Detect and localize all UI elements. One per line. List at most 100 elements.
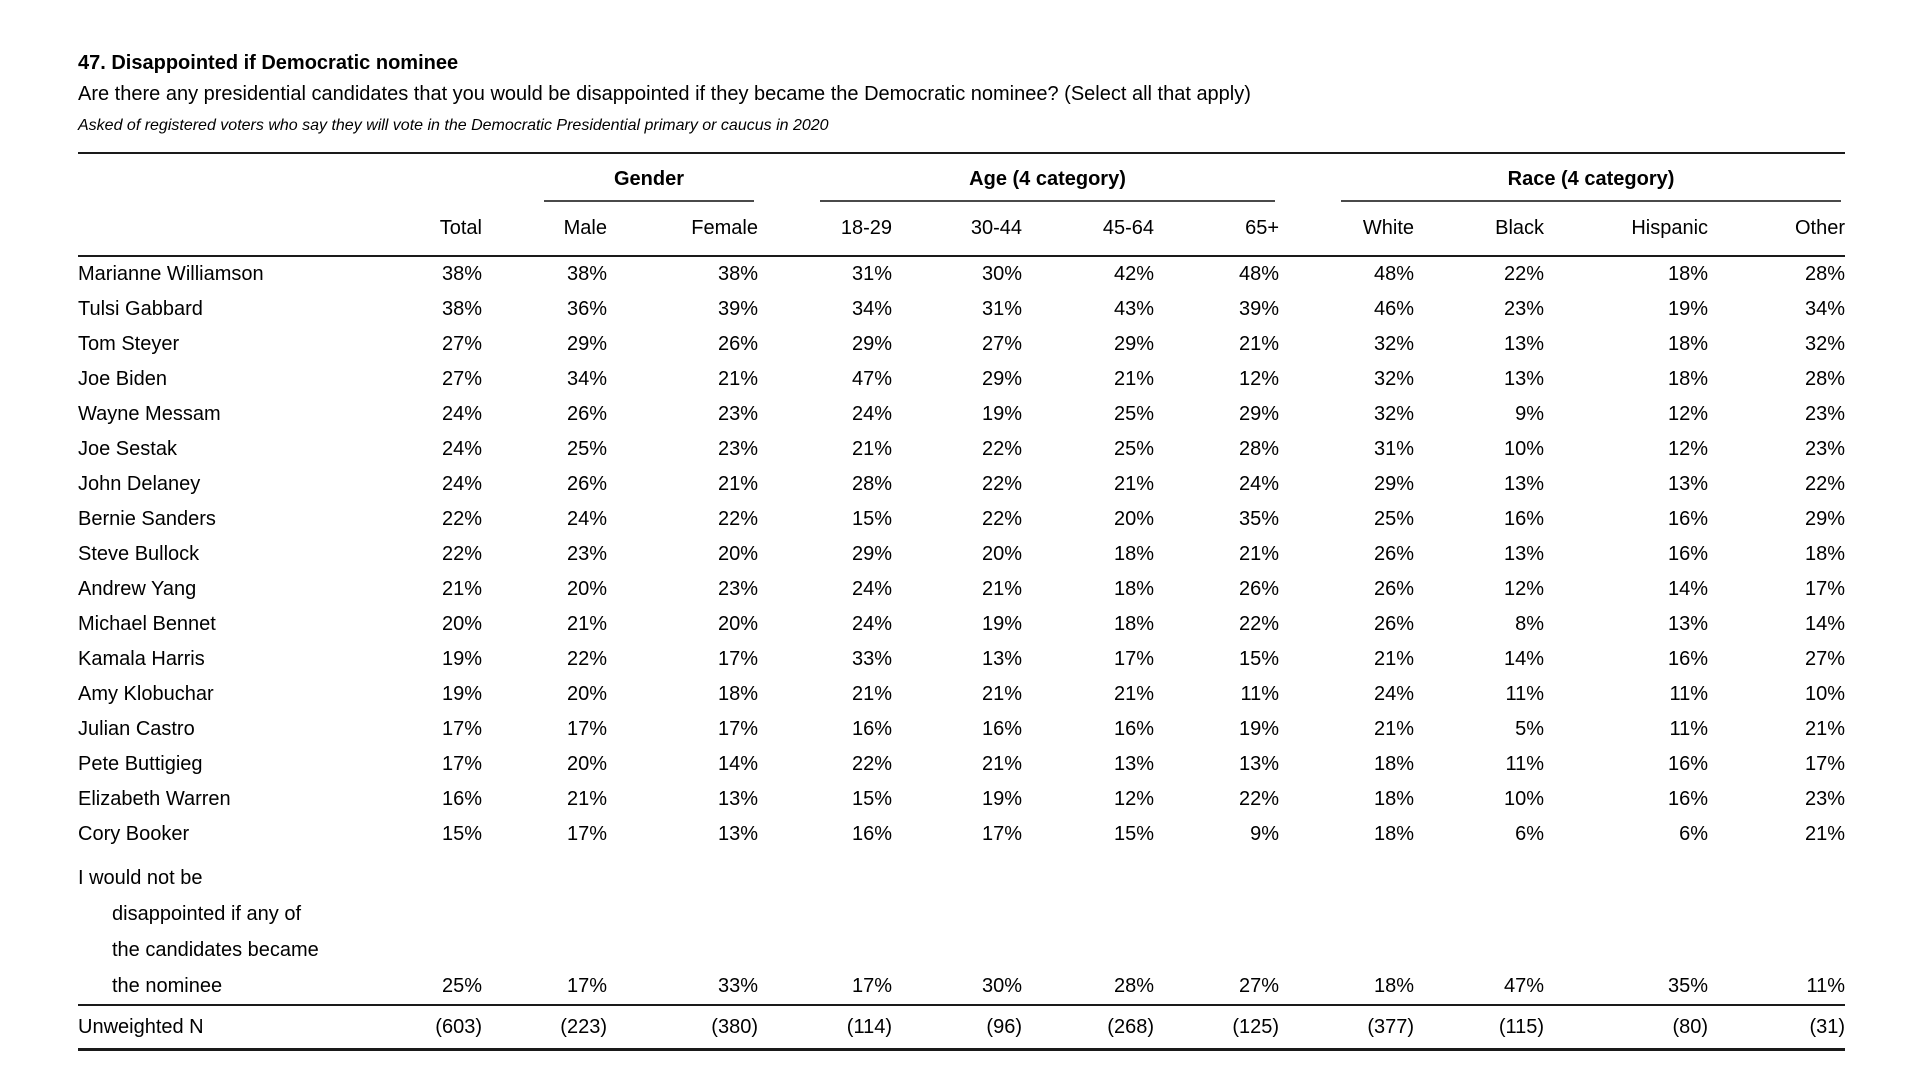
value-cell: 22% — [981, 508, 1022, 530]
value-cell: 22% — [717, 508, 758, 530]
value-cell: 27% — [1239, 975, 1280, 997]
value-cell: 28% — [1805, 368, 1846, 390]
column-group-label: Gender — [544, 168, 754, 202]
value-cell: 17% — [717, 648, 758, 670]
table-row-no-disappointment: I would not be disappointed if any of th… — [78, 852, 1845, 1005]
value-cell: 29% — [981, 368, 1022, 390]
value-cell: 24% — [1239, 473, 1280, 495]
value-cell: 22% — [1504, 263, 1545, 285]
value-cell: 11% — [1806, 975, 1846, 997]
value-cell: 25% — [1113, 438, 1154, 460]
value-cell: 17% — [1113, 648, 1154, 670]
value-cell: 12% — [1668, 403, 1709, 425]
group-header-row: Gender Age (4 category) Race (4 category) — [78, 153, 1845, 202]
value-cell: 23% — [717, 578, 758, 600]
table-row: Pete Buttigieg 17% 20% 14% 22% 21% 13% 13% 18% 11… — [78, 747, 1845, 782]
footer-value-cell: (31) — [1708, 1004, 1846, 1051]
footer-value-cell: (80) — [1544, 1004, 1709, 1051]
column-header: 65+ — [1154, 202, 1280, 257]
footer-value-cell: (268) — [1022, 1004, 1154, 1051]
row-label: Pete Buttigieg — [78, 753, 203, 775]
value-cell: 26% — [1374, 543, 1415, 565]
value-cell: 35% — [1668, 975, 1709, 997]
value-cell: 48% — [1239, 263, 1280, 285]
value-cell: 18% — [1113, 613, 1154, 635]
value-cell: 5% — [1515, 718, 1545, 740]
value-cell: 17% — [566, 975, 607, 997]
value-cell: 21% — [981, 578, 1022, 600]
value-cell: 23% — [717, 438, 758, 460]
footer-value-cell: (223) — [482, 1004, 607, 1051]
value-cell: 25% — [566, 438, 607, 460]
footer-label: Unweighted N — [78, 1004, 378, 1051]
value-cell: 16% — [1668, 753, 1709, 775]
value-cell: 34% — [1805, 298, 1846, 320]
value-cell: 13% — [1668, 473, 1709, 495]
value-cell: 15% — [851, 508, 892, 530]
value-cell: 32% — [1374, 333, 1415, 355]
footer-value-cell: (125) — [1154, 1004, 1280, 1051]
value-cell: 6% — [1515, 823, 1545, 845]
value-cell: 19% — [441, 683, 482, 705]
row-label: Tulsi Gabbard — [78, 298, 203, 320]
value-cell: 14% — [1504, 648, 1545, 670]
table-row: Julian Castro 17% 17% 17% 16% 16% 16% 19% 21% 5% 1… — [78, 712, 1845, 747]
row-label: Steve Bullock — [78, 543, 200, 565]
footer-value-cell: (603) — [378, 1004, 482, 1051]
value-cell: 21% — [981, 683, 1022, 705]
value-cell: 17% — [717, 718, 758, 740]
table-row: Michael Bennet 20% 21% 20% 24% 19% 18% 22% 26% 8%… — [78, 607, 1845, 642]
value-cell: 21% — [851, 683, 892, 705]
value-cell: 27% — [441, 333, 482, 355]
table-row: Joe Sestak 24% 25% 23% 21% 22% 25% 28% 31% 10% 12%… — [78, 432, 1845, 467]
value-cell: 21% — [981, 753, 1022, 775]
value-cell: 12% — [1504, 578, 1545, 600]
column-header: 30-44 — [892, 202, 1022, 257]
value-cell: 29% — [851, 333, 892, 355]
crosstab-table: Gender Age (4 category) Race (4 category) T… — [78, 152, 1846, 1051]
value-cell: 26% — [1374, 578, 1415, 600]
column-header: 18-29 — [758, 202, 892, 257]
value-cell: 18% — [1113, 578, 1154, 600]
value-cell: 16% — [981, 718, 1022, 740]
row-label: Marianne Williamson — [78, 263, 264, 285]
value-cell: 19% — [1239, 718, 1280, 740]
value-cell: 29% — [1805, 508, 1846, 530]
table-row: Elizabeth Warren 16% 21% 13% 15% 19% 12% 22% 18%… — [78, 782, 1845, 817]
value-cell: 18% — [1668, 368, 1709, 390]
value-cell: 21% — [441, 578, 482, 600]
value-cell: 9% — [1515, 403, 1545, 425]
footer-value-cell: (114) — [758, 1004, 892, 1051]
value-cell: 29% — [566, 333, 607, 355]
value-cell: 18% — [1668, 263, 1709, 285]
value-cell: 22% — [566, 648, 607, 670]
column-group-cell: Gender — [482, 153, 758, 202]
value-cell: 28% — [1805, 263, 1846, 285]
value-cell: 13% — [1113, 753, 1154, 775]
value-cell: 28% — [1113, 975, 1154, 997]
value-cell: 11% — [1669, 718, 1709, 740]
value-cell: 8% — [1515, 613, 1545, 635]
table-row: Steve Bullock 22% 23% 20% 29% 20% 18% 21% 26% 13%… — [78, 537, 1845, 572]
column-group-cell: Age (4 category) — [758, 153, 1279, 202]
value-cell: 32% — [1374, 368, 1415, 390]
value-cell: 39% — [1239, 298, 1280, 320]
value-cell: 16% — [1668, 788, 1709, 810]
value-cell: 11% — [1505, 753, 1545, 775]
value-cell: 26% — [1374, 613, 1415, 635]
row-label-header — [78, 202, 378, 257]
value-cell: 46% — [1374, 298, 1415, 320]
value-cell: 25% — [1113, 403, 1154, 425]
value-cell: 27% — [441, 368, 482, 390]
value-cell: 22% — [1805, 473, 1846, 495]
column-group-label: Race (4 category) — [1341, 168, 1842, 202]
value-cell: 21% — [851, 438, 892, 460]
value-cell: 17% — [981, 823, 1022, 845]
value-cell: 22% — [441, 508, 482, 530]
value-cell: 47% — [851, 368, 892, 390]
value-cell: 18% — [717, 683, 758, 705]
row-label: Kamala Harris — [78, 648, 205, 670]
value-cell: 10% — [1504, 788, 1545, 810]
value-cell: 20% — [566, 578, 607, 600]
value-cell: 33% — [717, 975, 758, 997]
